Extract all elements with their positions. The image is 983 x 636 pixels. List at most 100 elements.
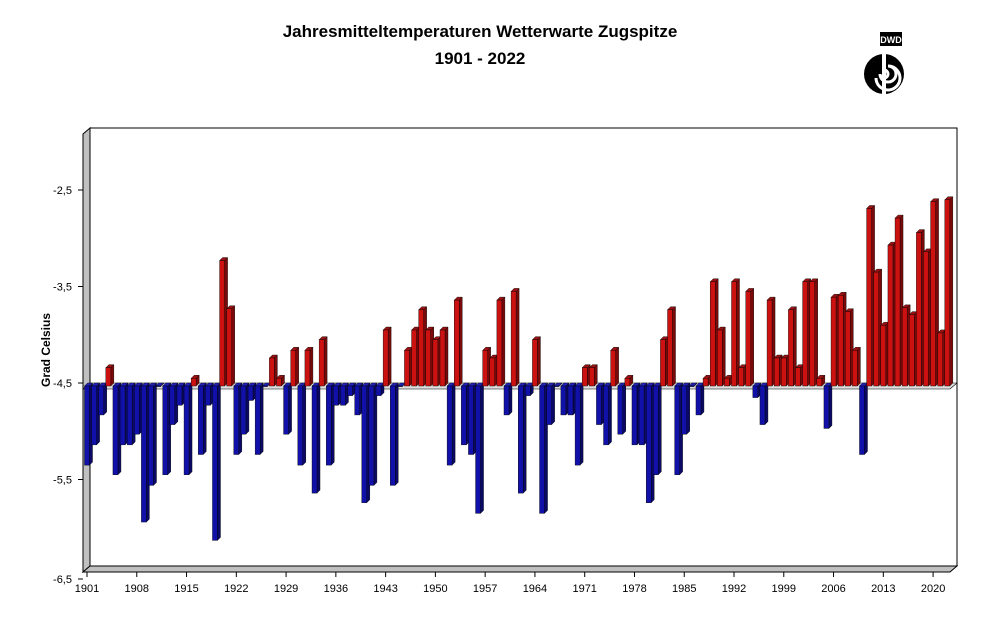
bar-front (645, 385, 652, 503)
bar-front (617, 385, 623, 435)
bar-2002 (802, 278, 812, 387)
bar-1948 (418, 306, 428, 387)
bar-front (347, 385, 353, 396)
bar-front (482, 350, 488, 387)
bar-1971 (581, 364, 591, 387)
bar-front (766, 299, 773, 387)
bar-1927 (268, 354, 278, 387)
bar-front (311, 385, 318, 494)
x-tick-label: 1999 (772, 583, 796, 595)
bar-side (316, 382, 321, 494)
bar-1918 (204, 382, 214, 406)
bar-front (283, 385, 289, 435)
x-tick-label: 1985 (672, 583, 696, 595)
bar-side (395, 382, 399, 486)
bar-front (226, 308, 232, 387)
bar-front (247, 385, 254, 401)
bar-front (510, 291, 517, 387)
bar-front (119, 385, 126, 446)
bar-front (667, 309, 673, 387)
bar-1910 (148, 382, 157, 486)
svg-text:DWD: DWD (880, 35, 902, 45)
bar-1969 (567, 382, 577, 416)
bar-1976 (617, 382, 627, 435)
bar-front (240, 385, 247, 435)
bar-front (397, 385, 403, 387)
bar-front (546, 385, 552, 425)
bar-side (814, 278, 818, 387)
bar-front (489, 357, 495, 387)
bar-1924 (247, 382, 257, 401)
bar-side (686, 382, 690, 435)
bar-1919 (211, 382, 221, 541)
bar-2020 (930, 198, 940, 387)
bar-side (153, 382, 157, 486)
bar-front (468, 385, 474, 455)
bar-1930 (290, 346, 300, 387)
bar-front (930, 201, 936, 387)
bar-side (658, 382, 662, 476)
bar-side (750, 287, 754, 387)
bar-side (110, 364, 115, 387)
bar-1942 (375, 382, 385, 397)
bar-front (944, 199, 951, 387)
bar-front (318, 339, 325, 387)
bar-front (830, 297, 837, 387)
bar-side (444, 326, 449, 387)
bar-1982 (659, 336, 669, 387)
bar-1981 (652, 382, 662, 476)
y-tick-label: -6,5 (53, 574, 72, 586)
bar-1979 (638, 382, 648, 446)
bar-1997 (766, 296, 776, 387)
bar-front (361, 385, 367, 503)
bar-2005 (823, 382, 833, 429)
bar-1939 (354, 382, 364, 416)
bar-1978 (631, 382, 641, 446)
bar-2006 (830, 293, 840, 387)
bar-1928 (275, 374, 285, 387)
bar-1989 (709, 278, 719, 387)
bar-front (290, 350, 296, 387)
bar-side (323, 336, 328, 387)
bar-1933 (311, 382, 321, 494)
x-tick-label: 2013 (871, 583, 895, 595)
bar-side (295, 346, 299, 387)
bar-front (84, 385, 90, 466)
bar-1955 (467, 382, 477, 455)
bar-front (539, 385, 545, 514)
bar-1917 (197, 382, 207, 455)
bar-1994 (745, 287, 755, 387)
bar-1949 (425, 326, 435, 387)
bar-2010 (859, 382, 868, 455)
bar-front (390, 385, 396, 486)
bar-1937 (339, 382, 349, 406)
bar-front (418, 309, 424, 387)
bar-2000 (787, 306, 797, 387)
bar-1935 (325, 382, 335, 466)
bar-front (134, 385, 140, 435)
bar-front (219, 260, 225, 387)
bar-1972 (588, 364, 598, 387)
bar-1936 (332, 382, 342, 406)
bar-2021 (937, 329, 947, 387)
bar-1967 (553, 382, 563, 388)
bar-front (162, 385, 168, 475)
bar-1984 (674, 382, 684, 476)
bar-side (579, 382, 584, 466)
bar-front (589, 367, 595, 387)
bar-1980 (645, 382, 655, 504)
bar-front (176, 385, 183, 406)
bar-1985 (681, 382, 691, 435)
bar-2012 (873, 268, 883, 387)
bar-side (302, 382, 306, 466)
y-axis-label: Grad Celsius (39, 313, 53, 387)
bar-front (525, 385, 531, 396)
bar-1977 (624, 374, 634, 387)
bar-front (873, 271, 879, 387)
bar-1983 (667, 306, 677, 387)
bar-front (254, 385, 261, 455)
bar-front (859, 385, 865, 455)
bar-front (262, 385, 268, 387)
